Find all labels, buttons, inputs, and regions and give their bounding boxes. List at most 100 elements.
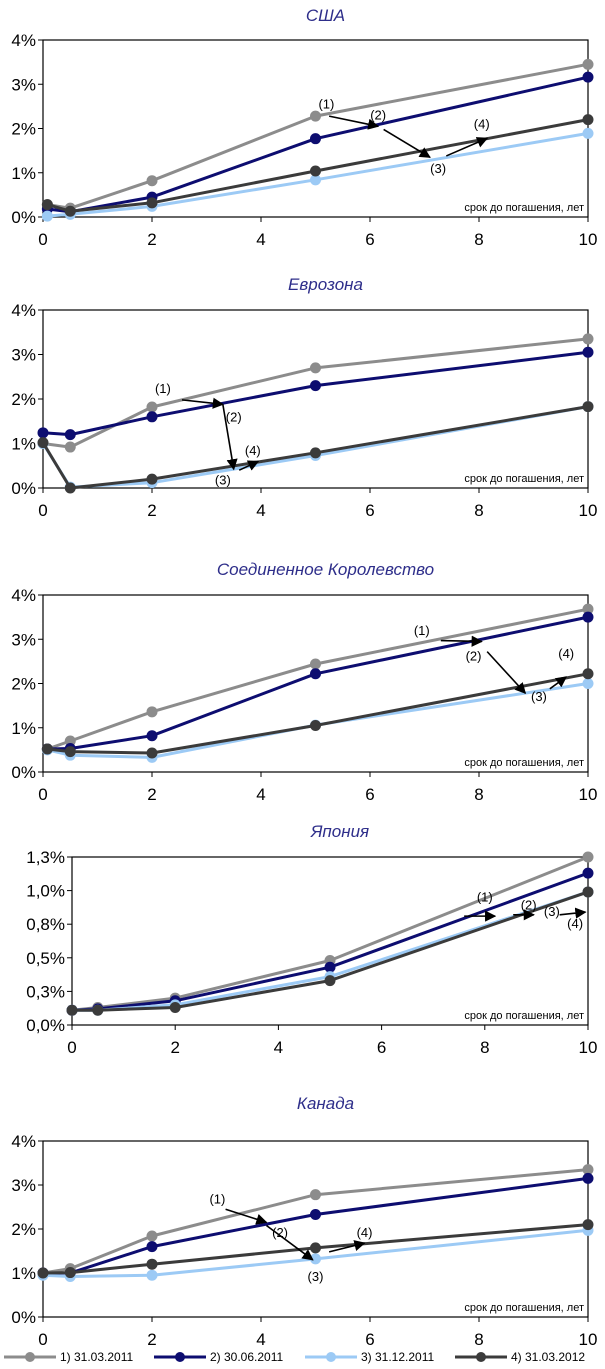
y-tick-label: 1% xyxy=(11,1264,36,1283)
y-tick-label: 2% xyxy=(11,120,36,139)
series-line xyxy=(71,855,589,1012)
y-tick-label: 0% xyxy=(11,479,36,498)
legend-item-3: 3) 31.12.2011 xyxy=(305,1350,434,1364)
legend-marker xyxy=(326,1352,336,1362)
series-2 xyxy=(37,346,594,441)
annotation-label: (4) xyxy=(245,443,261,458)
y-tick-label: 1,3% xyxy=(26,848,65,867)
y-tick-label: 3% xyxy=(11,1176,36,1195)
annotation-label: (3) xyxy=(544,904,560,919)
annotation-label: (2) xyxy=(226,409,242,424)
annotation-arrow xyxy=(486,651,527,695)
data-point xyxy=(146,706,158,718)
data-point xyxy=(64,1267,76,1279)
chart-title: Канада xyxy=(297,1094,354,1113)
data-point xyxy=(64,429,76,441)
x-tick-label: 0 xyxy=(38,230,47,249)
y-tick-label: 4% xyxy=(11,301,36,320)
annotation-label: (4) xyxy=(357,1225,373,1240)
x-tick-label: 4 xyxy=(256,785,265,804)
series-4 xyxy=(37,401,594,494)
data-point xyxy=(582,127,594,139)
chart-title: США xyxy=(306,6,345,25)
annotation-label: (3) xyxy=(215,472,231,487)
x-tick-label: 0 xyxy=(67,1038,76,1057)
plot-area xyxy=(71,856,589,1026)
y-tick-label: 0,8% xyxy=(26,915,65,934)
annotation-label: (2) xyxy=(370,108,386,123)
y-tick-label: 3% xyxy=(11,346,36,365)
x-tick-label: 0 xyxy=(38,785,47,804)
data-point xyxy=(310,1242,321,1254)
annotation-label: (1) xyxy=(155,381,171,396)
x-axis-note: срок до погашения, лет xyxy=(464,1302,584,1314)
y-tick-label: 3% xyxy=(11,75,36,94)
legend-item-1: 1) 31.03.2011 xyxy=(4,1350,133,1364)
data-point xyxy=(37,427,49,439)
y-tick-label: 4% xyxy=(11,586,36,605)
plot-area xyxy=(42,1140,589,1318)
data-point xyxy=(582,71,594,83)
x-tick-label: 4 xyxy=(256,230,265,249)
annotation-label: (1) xyxy=(209,1191,225,1206)
data-point xyxy=(92,1004,104,1016)
data-point xyxy=(582,346,594,358)
legend-label: 2) 30.06.2011 xyxy=(210,1350,283,1364)
data-point xyxy=(146,175,158,187)
legend: 1) 31.03.2011 2) 30.06.2011 3) 31.12.2011 4… xyxy=(4,1350,585,1364)
chart-panel-1: США 0% 1% 2% 3% 4% 0 2 4 6 8 10 срок до погашения, л… xyxy=(11,6,597,249)
chart-panel-2: Еврозона 0% 1% 2% 3% 4% 0 2 4 6 8 10 срок до погашен… xyxy=(11,275,597,520)
series-4 xyxy=(41,114,594,217)
data-point xyxy=(582,333,594,345)
data-point xyxy=(310,380,321,392)
x-tick-label: 8 xyxy=(474,785,483,804)
annotation-label: (3) xyxy=(531,689,547,704)
chart-title: Соединенное Королевство xyxy=(217,560,434,579)
data-point xyxy=(146,473,158,485)
x-tick-label: 8 xyxy=(474,1330,483,1349)
series-line xyxy=(46,118,589,213)
data-point xyxy=(582,1219,594,1231)
x-tick-label: 4 xyxy=(256,501,265,520)
data-point xyxy=(41,210,53,222)
y-tick-label: 0% xyxy=(11,763,36,782)
series-line xyxy=(72,890,589,1012)
annotation-arrow xyxy=(328,1240,366,1253)
x-tick-label: 4 xyxy=(274,1038,283,1057)
data-point xyxy=(310,362,321,374)
series-2 xyxy=(66,867,594,1016)
data-point xyxy=(582,1164,594,1176)
data-point xyxy=(64,441,76,453)
y-tick-label: 0,5% xyxy=(26,949,65,968)
x-tick-label: 2 xyxy=(170,1038,179,1057)
data-point xyxy=(310,658,321,670)
y-tick-label: 3% xyxy=(11,630,36,649)
annotation-arrow xyxy=(383,128,431,158)
y-tick-label: 1,0% xyxy=(26,882,65,901)
data-point xyxy=(146,747,158,759)
y-tick-label: 1% xyxy=(11,435,36,454)
series-1 xyxy=(66,851,594,1016)
legend-marker xyxy=(25,1352,35,1362)
annotation-arrow xyxy=(549,676,568,690)
chart-title: Еврозона xyxy=(288,275,363,294)
x-tick-label: 6 xyxy=(365,1330,374,1349)
annotation-arrow xyxy=(238,460,260,471)
x-tick-label: 10 xyxy=(579,785,598,804)
y-tick-label: 1% xyxy=(11,164,36,183)
data-point xyxy=(146,1269,158,1281)
x-tick-label: 6 xyxy=(365,785,374,804)
series-2 xyxy=(41,71,594,218)
x-tick-label: 2 xyxy=(147,785,156,804)
data-point xyxy=(146,411,158,423)
data-point xyxy=(146,401,158,413)
annotation-label: (1) xyxy=(318,97,334,112)
y-tick-label: 2% xyxy=(11,1220,36,1239)
x-tick-label: 6 xyxy=(365,501,374,520)
annotation-arrow xyxy=(225,1208,268,1225)
data-point xyxy=(582,851,594,863)
series-1 xyxy=(37,333,594,453)
data-point xyxy=(310,1208,321,1220)
annotation-arrow xyxy=(181,397,224,409)
